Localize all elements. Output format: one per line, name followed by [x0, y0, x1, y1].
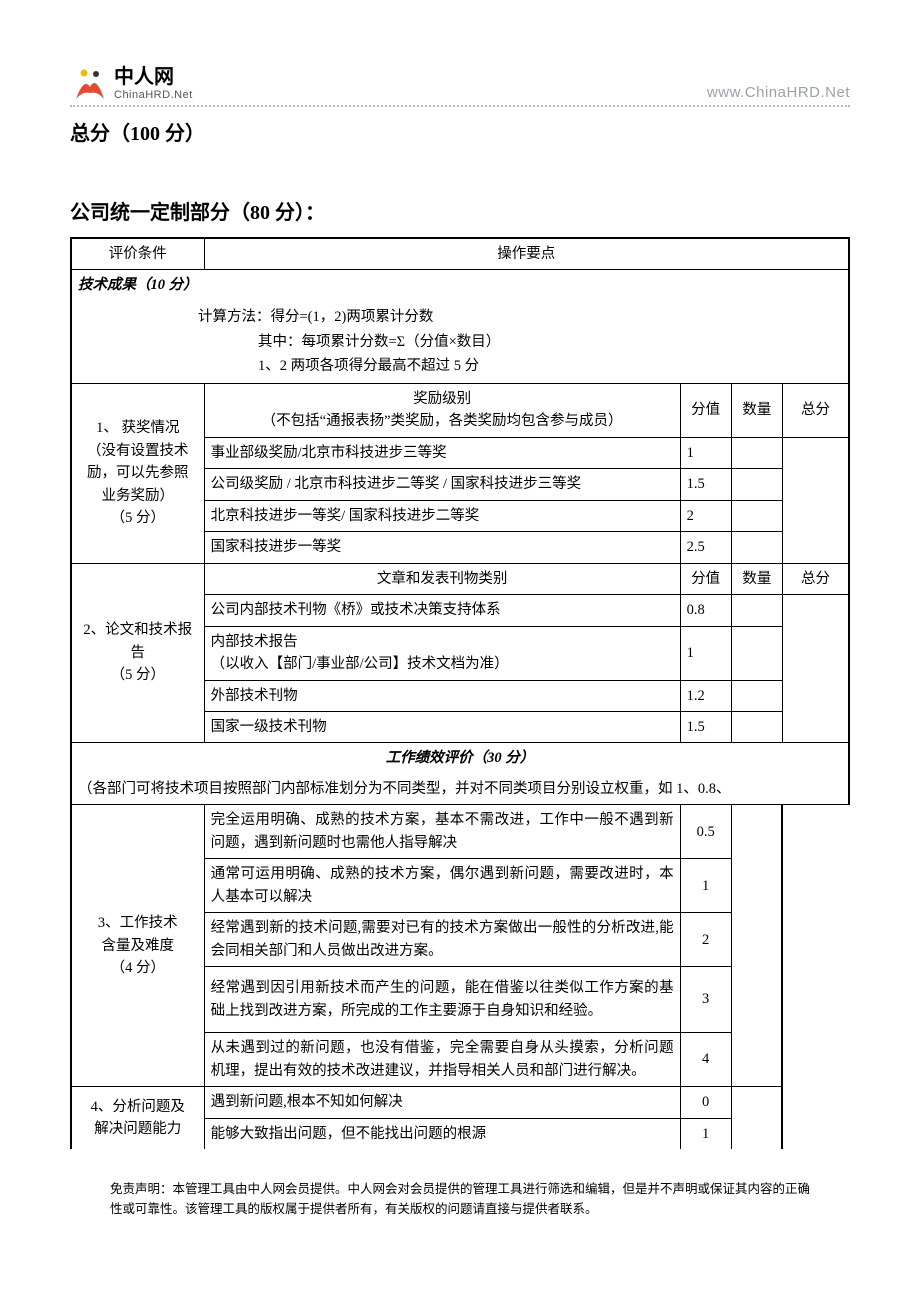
calc-line: 其中：每项累计分数=Σ（分值×数目） — [198, 330, 842, 355]
row-score: 0 — [680, 1087, 731, 1118]
calc-line: 计算方法：得分=(1，2)两项累计分数 — [198, 305, 842, 330]
table-row: 3、工作技术 含量及难度 （4 分） 完全运用明确、成熟的技术方案，基本不需改进… — [71, 805, 849, 859]
criteria-line: （没有设置技术 — [78, 440, 198, 462]
group-row: 工作绩效评价（30 分） — [71, 743, 849, 774]
score-col-header: 分值 — [680, 383, 731, 437]
row-score: 0.5 — [680, 805, 731, 859]
group1-title: 技术成果（10 分） — [71, 270, 849, 301]
row-text: 国家科技进步一等奖 — [204, 532, 680, 563]
row-score: 1 — [680, 1118, 731, 1149]
row-score: 2.5 — [680, 532, 731, 563]
group-note-row: （各部门可将技术项目按照部门内部标准划分为不同类型，并对不同类项目分别设立权重，… — [71, 774, 849, 805]
sub-header-text: 奖励级别 （不包括“通报表扬”类奖励，各类奖励均包含参与成员） — [204, 383, 680, 437]
row-qty — [731, 680, 782, 711]
row-qty — [731, 437, 782, 468]
row-blank — [731, 1087, 782, 1149]
qty-col-header: 数量 — [731, 383, 782, 437]
row-qty — [731, 532, 782, 563]
row-text: 经常遇到新的技术问题,需要对已有的技术方案做出一般性的分析改进,能会同相关部门和… — [204, 913, 680, 967]
document-page: 中人网 ChinaHRD.Net www.ChinaHRD.Net 总分（100… — [0, 0, 920, 1259]
calc-row: 计算方法：得分=(1，2)两项累计分数 其中：每项累计分数=Σ（分值×数目） 1… — [71, 301, 849, 383]
page-header: 中人网 ChinaHRD.Net www.ChinaHRD.Net — [70, 60, 850, 101]
criteria-line: 励，可以先参照 — [78, 462, 198, 484]
row-score: 2 — [680, 500, 731, 531]
calc-note: 计算方法：得分=(1，2)两项累计分数 其中：每项累计分数=Σ（分值×数目） 1… — [71, 301, 849, 383]
criteria-line: （5 分） — [78, 507, 198, 529]
row-score: 2 — [680, 913, 731, 967]
row-qty — [731, 595, 782, 626]
logo-icon — [70, 67, 110, 101]
row-text: 能够大致指出问题，但不能找出问题的根源 — [204, 1118, 680, 1149]
logo-en-text: ChinaHRD.Net — [114, 89, 193, 101]
row-total — [782, 437, 849, 563]
criteria-line: 告 — [78, 642, 198, 664]
criteria-line: 3、工作技术 — [78, 912, 198, 934]
site-url: www.ChinaHRD.Net — [707, 84, 850, 101]
score-col-header: 分值 — [680, 563, 731, 594]
criteria-label-4: 4、分析问题及 解决问题能力 — [71, 1087, 204, 1149]
row-blank — [731, 805, 782, 1087]
criteria-line: 2、论文和技术报 — [78, 619, 198, 641]
criteria-line: （5 分） — [78, 664, 198, 686]
row-text: 完全运用明确、成熟的技术方案，基本不需改进，工作中一般不遇到新问题，遇到新问题时… — [204, 805, 680, 859]
sub-header-row: 2、论文和技术报 告 （5 分） 文章和发表刊物类别 分值 数量 总分 — [71, 563, 849, 594]
criteria-line: 解决问题能力 — [78, 1118, 198, 1140]
sub-header-text: 文章和发表刊物类别 — [204, 563, 680, 594]
logo-block: 中人网 ChinaHRD.Net — [70, 60, 193, 101]
row-score: 4 — [680, 1033, 731, 1087]
sub-header-row: 1、 获奖情况 （没有设置技术 励，可以先参照 业务奖励） （5 分） 奖励级别… — [71, 383, 849, 437]
criteria-label-2: 2、论文和技术报 告 （5 分） — [71, 563, 204, 743]
row-score: 3 — [680, 967, 731, 1033]
criteria-line: 4、分析问题及 — [78, 1096, 198, 1118]
criteria-label-1: 1、 获奖情况 （没有设置技术 励，可以先参照 业务奖励） （5 分） — [71, 383, 204, 563]
row-qty — [731, 469, 782, 500]
row-text: 北京科技进步一等奖/ 国家科技进步二等奖 — [204, 500, 680, 531]
row-qty — [731, 626, 782, 680]
group2-note: （各部门可将技术项目按照部门内部标准划分为不同类型，并对不同类项目分别设立权重，… — [71, 774, 849, 805]
group2-title: 工作绩效评价（30 分） — [71, 743, 849, 774]
row-text: 事业部级奖励/北京市科技进步三等奖 — [204, 437, 680, 468]
table-row: 4、分析问题及 解决问题能力 遇到新问题,根本不知如何解决 0 — [71, 1087, 849, 1118]
row-score: 0.8 — [680, 595, 731, 626]
row-score: 1.5 — [680, 712, 731, 743]
criteria-line: 业务奖励） — [78, 485, 198, 507]
row-text: 公司级奖励 / 北京市科技进步二等奖 / 国家科技进步三等奖 — [204, 469, 680, 500]
criteria-label-3: 3、工作技术 含量及难度 （4 分） — [71, 805, 204, 1087]
criteria-line: （4 分） — [78, 957, 198, 979]
row-score: 1.5 — [680, 469, 731, 500]
calc-line: 1、2 两项各项得分最高不超过 5 分 — [198, 354, 842, 379]
logo-cn-text: 中人网 — [114, 60, 193, 89]
row-text: 从未遇到过的新问题，也没有借鉴，完全需要自身从头摸索，分析问题机理，提出有效的技… — [204, 1033, 680, 1087]
row-text: 经常遇到因引用新技术而产生的问题，能在借鉴以往类似工作方案的基础上找到改进方案，… — [204, 967, 680, 1033]
total-score-heading: 总分（100 分） — [70, 117, 850, 146]
row-score: 1 — [680, 859, 731, 913]
row-text: 公司内部技术刊物《桥》或技术决策支持体系 — [204, 595, 680, 626]
row-qty — [731, 712, 782, 743]
qty-col-header: 数量 — [731, 563, 782, 594]
criteria-line: 含量及难度 — [78, 935, 198, 957]
row-text: 遇到新问题,根本不知如何解决 — [204, 1087, 680, 1118]
row-text: 内部技术报告 （以收入【部门/事业部/公司】技术文档为准） — [204, 626, 680, 680]
row-text: 外部技术刊物 — [204, 680, 680, 711]
row-score: 1 — [680, 437, 731, 468]
row-score: 1.2 — [680, 680, 731, 711]
row-text: 国家一级技术刊物 — [204, 712, 680, 743]
header-divider — [70, 105, 850, 107]
col-header-criteria: 评价条件 — [71, 238, 204, 270]
disclaimer-text: 免责声明：本管理工具由中人网会员提供。中人网会对会员提供的管理工具进行筛选和编辑… — [70, 1179, 850, 1219]
col-header-operation: 操作要点 — [204, 238, 849, 270]
row-total — [782, 595, 849, 743]
total-col-header: 总分 — [782, 383, 849, 437]
criteria-line: 1、 获奖情况 — [78, 417, 198, 439]
logo-text: 中人网 ChinaHRD.Net — [114, 60, 193, 101]
total-col-header: 总分 — [782, 563, 849, 594]
row-text: 通常可运用明确、成熟的技术方案，偶尔遇到新问题，需要改进时，本人基本可以解决 — [204, 859, 680, 913]
table-header-row: 评价条件 操作要点 — [71, 238, 849, 270]
section-title: 公司统一定制部分（80 分）： — [70, 196, 850, 225]
row-qty — [731, 500, 782, 531]
group-row: 技术成果（10 分） — [71, 270, 849, 301]
row-score: 1 — [680, 626, 731, 680]
evaluation-table: 评价条件 操作要点 技术成果（10 分） 计算方法：得分=(1，2)两项累计分数… — [70, 237, 850, 1149]
